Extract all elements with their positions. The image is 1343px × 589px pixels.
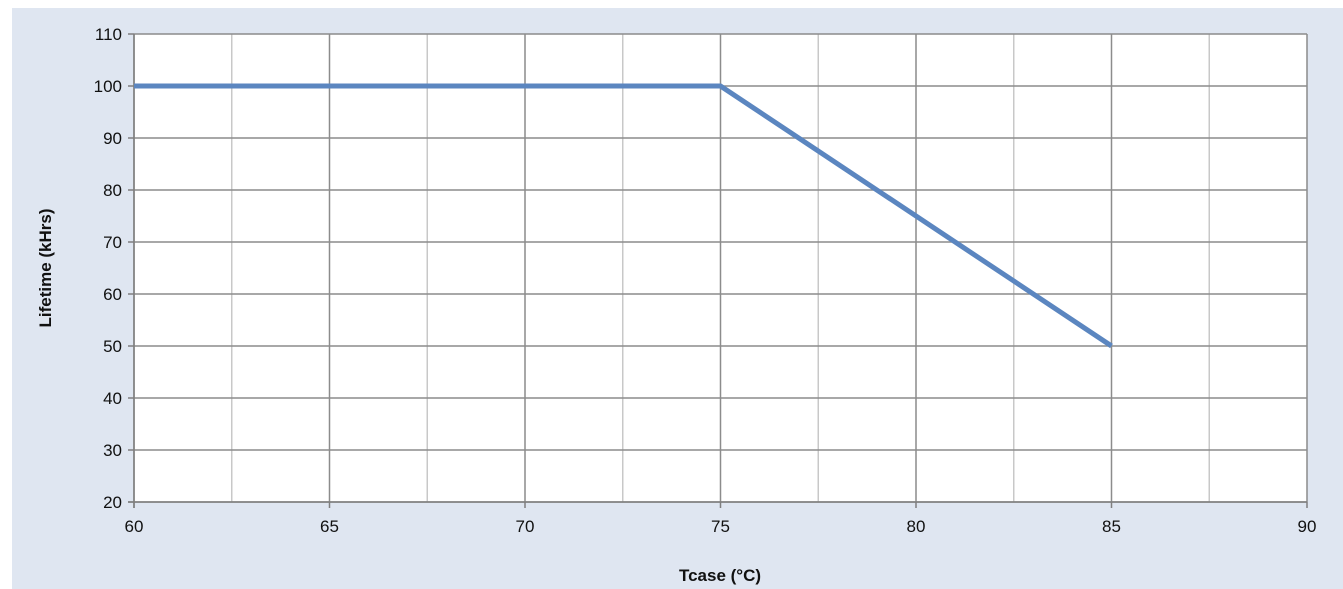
x-tick-label: 60 [125, 517, 144, 536]
series-group [134, 83, 1113, 349]
chart-frame: 60 65 70 75 80 85 90 20 30 40 50 60 70 80 90 100 110 Tc… [12, 8, 1343, 589]
x-tick-label: 85 [1102, 517, 1121, 536]
y-tick-label: 90 [103, 129, 122, 148]
x-tick-labels: 60 65 70 75 80 85 90 [125, 517, 1317, 536]
y-axis-title: Lifetime (kHrs) [36, 208, 55, 327]
x-axis-title: Tcase (°C) [679, 566, 761, 585]
minor-gridlines [231, 34, 1210, 502]
y-tick-label: 110 [95, 25, 122, 44]
y-tick-label: 30 [103, 441, 122, 460]
lifetime-chart: 60 65 70 75 80 85 90 20 30 40 50 60 70 80 90 100 110 Tc… [36, 25, 1317, 585]
y-tick-labels: 20 30 40 50 60 70 80 90 100 110 [94, 25, 122, 512]
x-tick-label: 75 [711, 517, 730, 536]
x-tick-label: 70 [516, 517, 535, 536]
y-tick-label: 60 [103, 285, 122, 304]
y-tick-label: 50 [103, 337, 122, 356]
axes [128, 33, 1308, 508]
y-tick-label: 70 [103, 233, 122, 252]
y-tick-label: 40 [103, 389, 122, 408]
x-tick-label: 80 [907, 517, 926, 536]
x-tick-label: 90 [1298, 517, 1317, 536]
series-line [134, 83, 1113, 349]
y-tick-label: 80 [103, 181, 122, 200]
y-tick-label: 100 [94, 77, 122, 96]
y-tick-label: 20 [103, 493, 122, 512]
x-tick-label: 65 [320, 517, 339, 536]
